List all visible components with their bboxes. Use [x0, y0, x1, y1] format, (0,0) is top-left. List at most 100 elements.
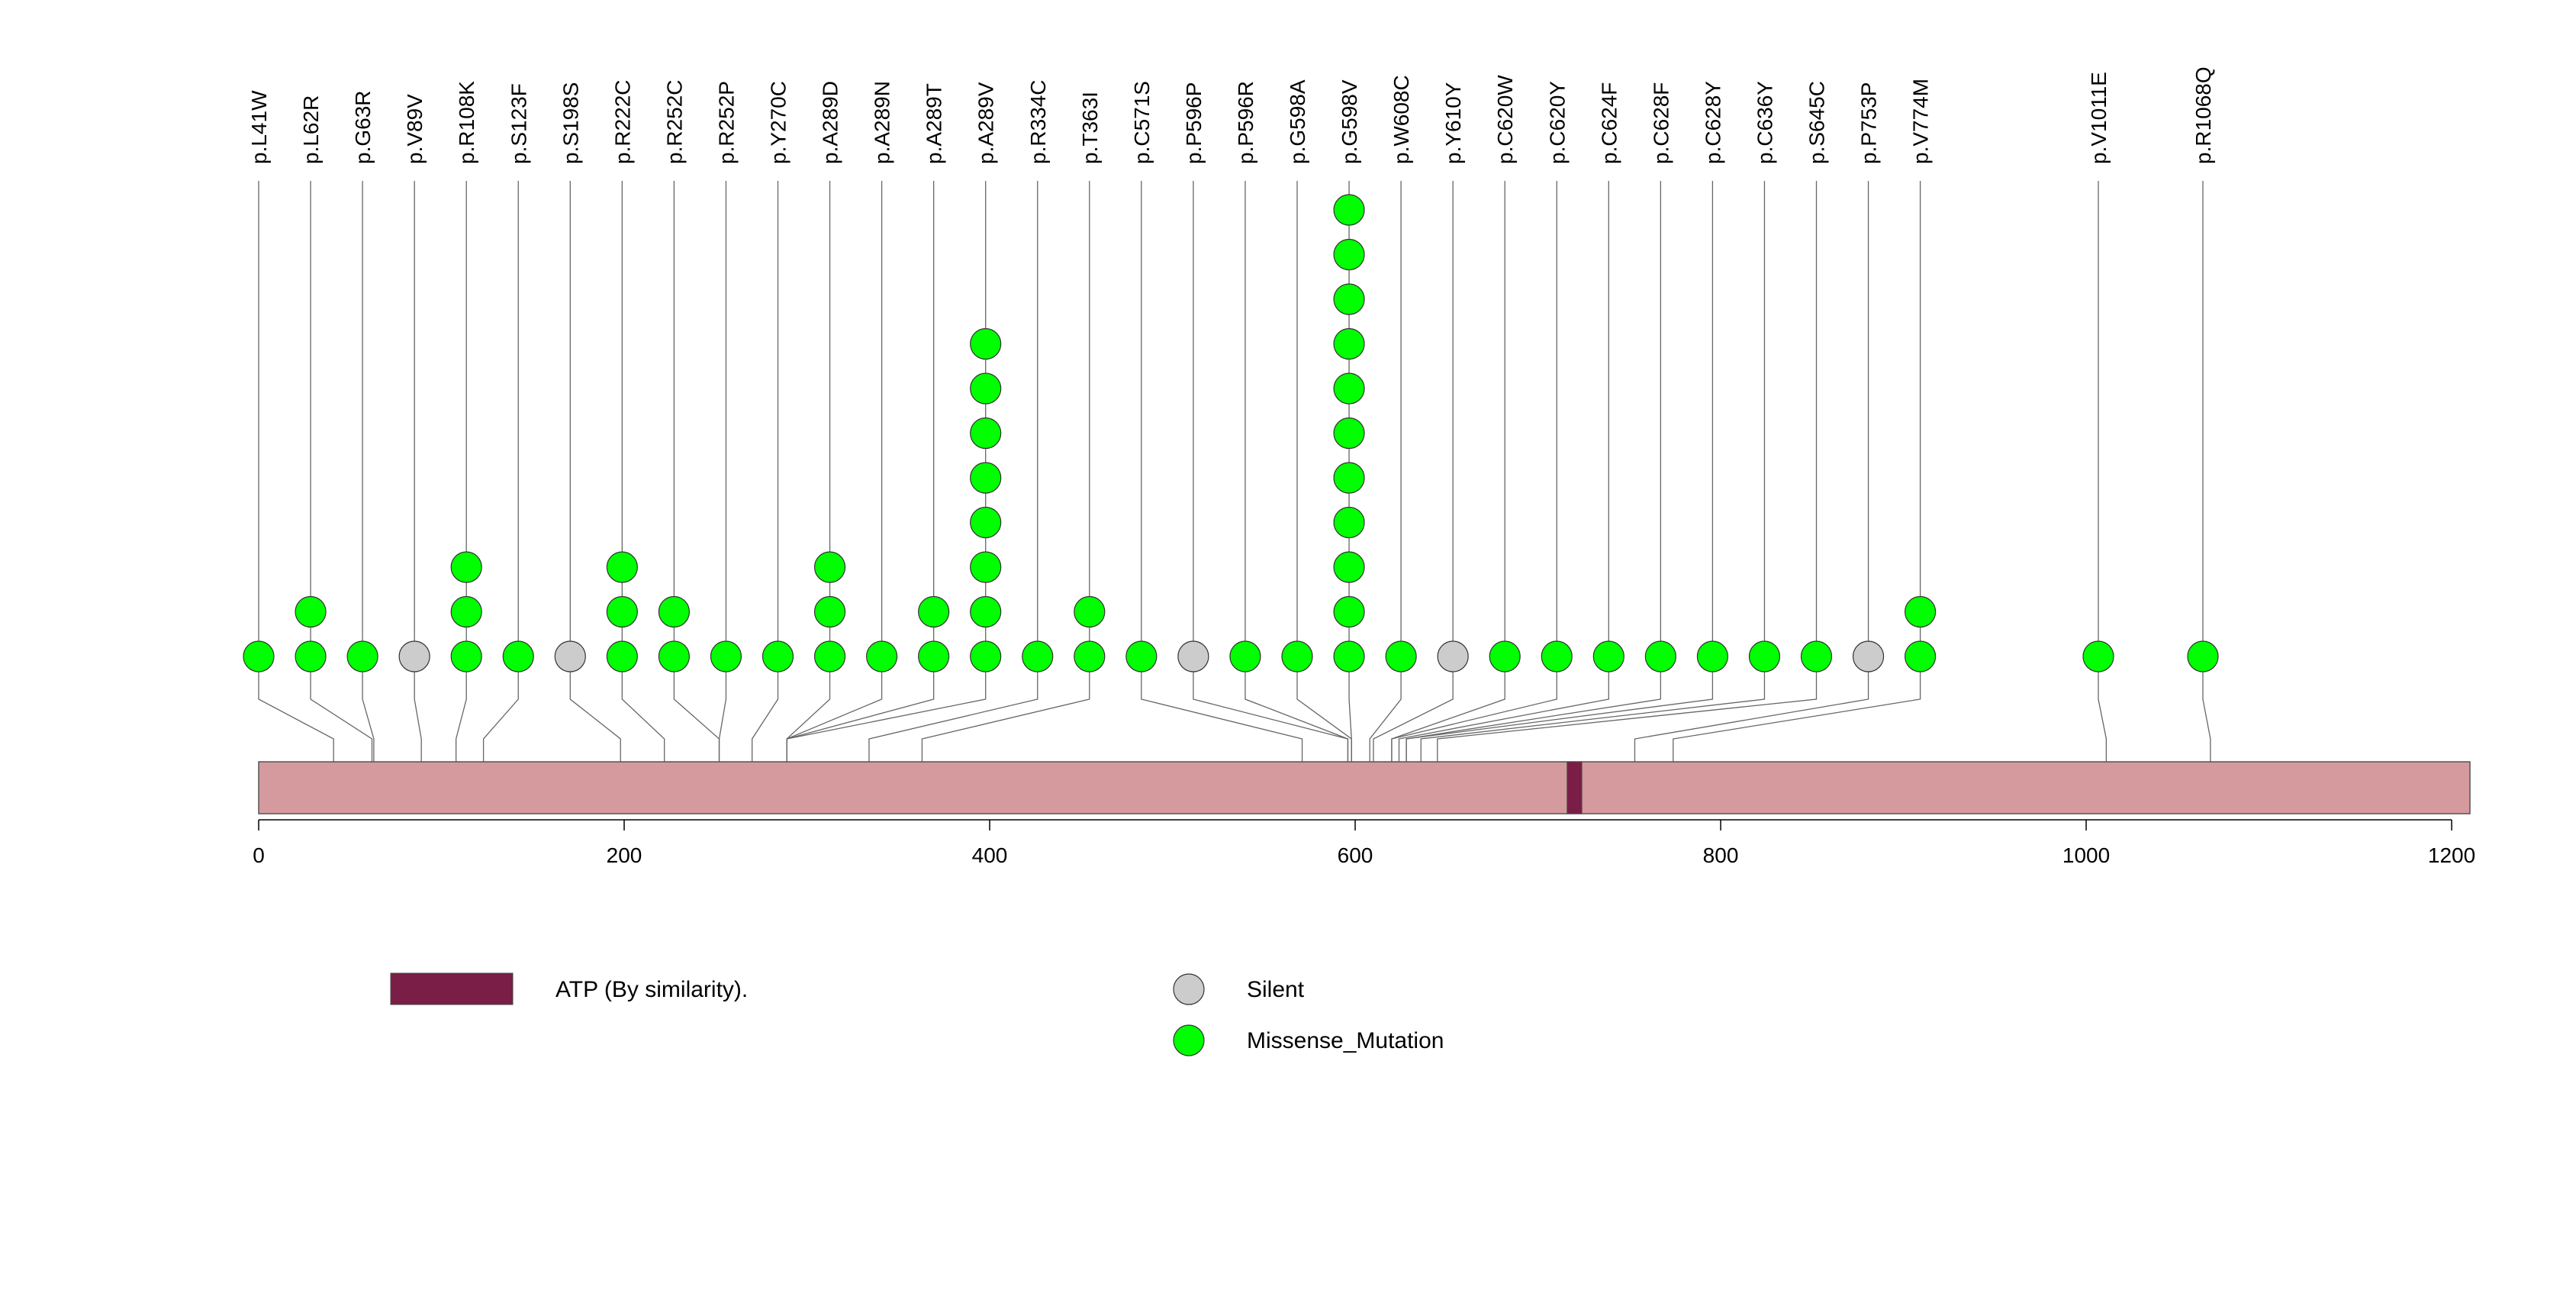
missense-mutation-point [710, 640, 742, 672]
missense-mutation-point [1748, 640, 1781, 672]
missense-mutation-point [1592, 640, 1624, 672]
missense-mutation-point [1541, 640, 1573, 672]
x-tick-label: 800 [1703, 843, 1739, 867]
mutation-label: p.C571S [1130, 81, 1154, 164]
missense-mutation-point [970, 417, 1002, 450]
missense-mutation-point [606, 551, 638, 583]
missense-mutation-point [1333, 194, 1365, 226]
missense-mutation-point [243, 640, 275, 672]
legend: ATP (By similarity). Silent Missense_Mutat… [390, 972, 1444, 1056]
mutation-label: p.G598V [1338, 79, 1361, 164]
mutation-label: p.L62R [299, 95, 323, 164]
mutation-label: p.L41W [247, 90, 271, 164]
mutation-label: p.S123F [507, 83, 530, 164]
missense-mutation-point [2187, 640, 2219, 672]
mutation-label: p.A289T [923, 83, 946, 164]
missense-mutation-point [1229, 640, 1261, 672]
mutation-label: p.V89V [403, 94, 427, 164]
missense-mutation-point [1696, 640, 1728, 672]
missense-mutation-point [1333, 640, 1365, 672]
missense-mutation-point [865, 640, 898, 672]
mutation-label: p.T363I [1078, 92, 1102, 164]
mutation-label: p.Y610Y [1441, 82, 1465, 164]
missense-mutation-point [970, 595, 1002, 628]
missense-mutation-point [970, 551, 1002, 583]
missense-mutation-point [1333, 462, 1365, 494]
x-tick-label: 0 [253, 843, 265, 867]
missense-mutation-point [813, 640, 846, 672]
mutation-label: p.A289D [819, 81, 842, 164]
mutation-label: p.V774M [1909, 79, 1933, 164]
missense-mutation-point [606, 640, 638, 672]
legend-domain-label: ATP (By similarity). [555, 977, 748, 1002]
missense-mutation-point [450, 640, 482, 672]
mutation-label: p.P596R [1234, 81, 1257, 164]
missense-mutation-point [970, 462, 1002, 494]
mutation-label: p.A289V [974, 82, 998, 164]
missense-mutation-point [970, 640, 1002, 672]
mutation-label: p.C628F [1649, 82, 1673, 164]
missense-mutation-point [1333, 283, 1365, 315]
missense-mutation-point [1333, 327, 1365, 360]
missense-mutation-point [606, 595, 638, 628]
missense-mutation-point [295, 595, 327, 628]
mutation-label: p.R108K [455, 81, 478, 164]
protein-track [258, 761, 2471, 814]
missense-mutation-point [762, 640, 794, 672]
missense-mutation-point [346, 640, 378, 672]
legend-domain-swatch [390, 972, 514, 1005]
mutation-label: p.A289N [871, 81, 894, 164]
legend-item-label: Missense_Mutation [1247, 1028, 1444, 1053]
mutation-label: p.R252P [714, 81, 738, 164]
mutation-label: p.P753P [1857, 82, 1881, 164]
missense-mutation-point [658, 595, 691, 628]
mutation-label: p.R1068Q [2191, 66, 2215, 164]
mutation-label: p.C620Y [1545, 81, 1569, 164]
mutation-label: p.R334C [1026, 79, 1050, 164]
x-tick-label: 1200 [2428, 843, 2475, 867]
missense-mutation-point [970, 327, 1002, 360]
protein-bar [258, 761, 2471, 814]
missense-mutation-point [295, 640, 327, 672]
missense-mutation-point [970, 372, 1002, 405]
missense-mutation-point [1333, 551, 1365, 583]
missense-mutation-point [1074, 640, 1106, 672]
missense-mutation-point [1905, 595, 1937, 628]
mutation-label: p.R222C [610, 79, 634, 164]
mutation-label: p.W608C [1389, 75, 1413, 164]
missense-mutation-point [1333, 238, 1365, 271]
missense-mutation-point [658, 640, 691, 672]
lollipop-stems [258, 181, 2204, 656]
missense-mutation-point [1125, 640, 1158, 672]
mutation-label: p.V1011E [2087, 72, 2111, 164]
mutation-label: p.P596P [1182, 82, 1206, 164]
missense-mutation-point [502, 640, 534, 672]
x-tick-label: 1000 [2062, 843, 2110, 867]
missense-mutation-point [1022, 640, 1054, 672]
missense-mutation-point [970, 506, 1002, 539]
missense-mutation-point [918, 640, 950, 672]
mutation-label: p.C628Y [1701, 81, 1724, 164]
missense-mutation-point [1333, 372, 1365, 405]
mutation-label: p.R252C [662, 79, 686, 164]
silent-mutation-point [1177, 640, 1209, 672]
mutation-label: p.S645C [1805, 81, 1829, 164]
missense-mutation-point [1905, 640, 1937, 672]
silent-mutation-point [554, 640, 586, 672]
x-tick-label: 200 [607, 843, 642, 867]
missense-mutation-point [450, 595, 482, 628]
silent-mutation-point [1437, 640, 1469, 672]
legend-silent-marker [1173, 973, 1205, 1005]
mutation-label: p.S198S [559, 82, 582, 164]
mutation-labels: p.L41W p.L62R p.G63R p.V89V p.R108K p.S123F p.… [247, 66, 2215, 164]
missense-mutation-point [1333, 595, 1365, 628]
missense-mutation-point [1489, 640, 1521, 672]
missense-mutation-point [1333, 417, 1365, 450]
legend-missense-marker [1173, 1024, 1205, 1056]
mutation-points [243, 194, 2219, 672]
x-tick-label: 600 [1338, 843, 1373, 867]
missense-mutation-point [1333, 506, 1365, 539]
mutation-label: p.C624F [1597, 82, 1621, 164]
missense-mutation-point [1800, 640, 1833, 672]
